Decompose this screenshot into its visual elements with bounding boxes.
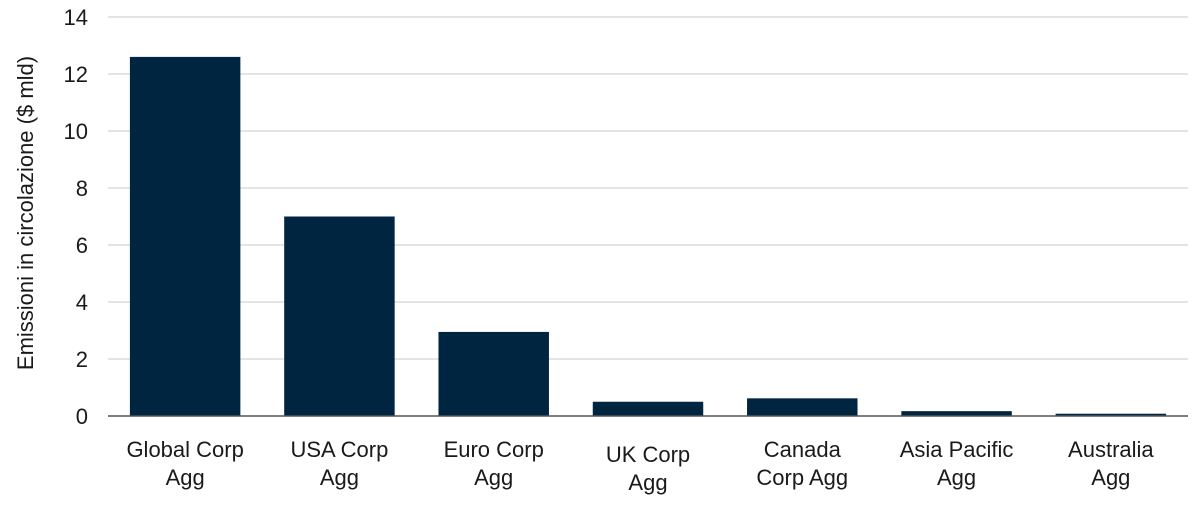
y-tick-label: 10 [64,119,88,144]
y-tick-label: 12 [64,62,88,87]
y-tick-label: 14 [64,5,88,30]
x-category-label: Australia Agg [1068,437,1154,490]
x-category-label: Asia Pacific Agg [900,437,1014,490]
gridlines [108,16,1188,360]
x-category-label: Global Corp Agg [126,437,243,490]
x-category-label: USA Corp Agg [291,437,389,490]
y-tick-label: 2 [76,347,88,372]
x-category-label: Euro Corp Agg [444,437,544,490]
x-category-label: Canada Corp Agg [756,437,848,490]
y-tick-label: 6 [76,233,88,258]
bar [747,398,858,416]
bars [129,56,1167,417]
bar [592,401,704,416]
x-axis-labels: Global Corp Agg USA Corp Agg Euro Corp Agg UK … [126,437,1154,495]
bar [284,216,395,416]
y-axis-ticks: 0 2 4 6 8 10 12 14 [64,5,88,429]
y-tick-label: 0 [76,404,88,429]
bar [438,331,549,416]
x-category-label: UK Corp Agg [606,442,690,495]
y-axis-title: Emissioni in circolazione ($ mld) [13,56,38,370]
y-tick-label: 4 [76,290,88,315]
bar [129,56,241,417]
bar [901,411,1012,416]
bar [1055,413,1167,416]
y-tick-label: 8 [76,176,88,201]
